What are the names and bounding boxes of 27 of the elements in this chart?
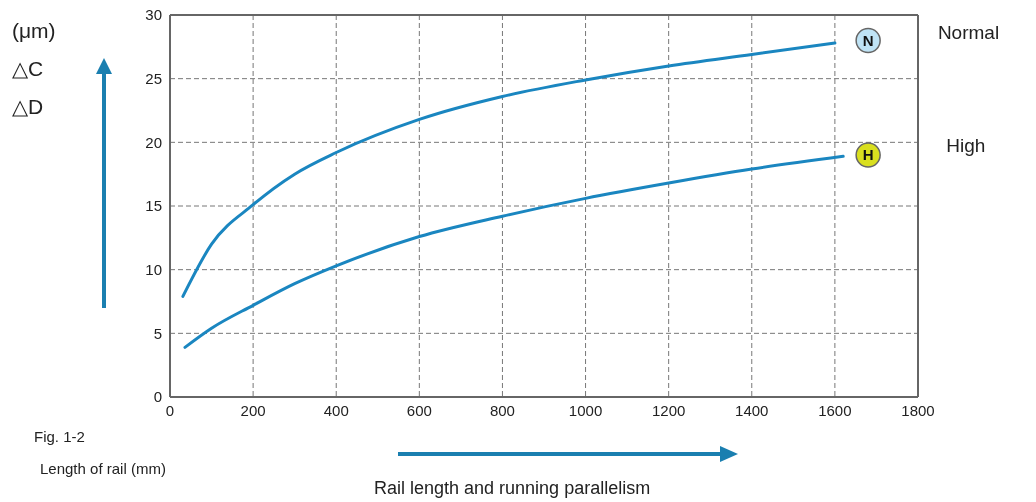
x-tick-label: 800	[489, 401, 515, 419]
y-tick-label: 20	[145, 133, 162, 151]
y-tick-label: 15	[145, 197, 162, 215]
x-tick-label: 600	[406, 401, 432, 419]
x-tick-label: 1400	[735, 401, 769, 419]
y-tick-label: 0	[153, 388, 162, 406]
annotation: N	[862, 31, 874, 49]
text: High	[946, 135, 986, 157]
annotation: H	[862, 146, 874, 164]
y-tick-label: 30	[145, 6, 162, 24]
caption: Fig. 1-2	[34, 428, 85, 445]
x-tick-label: 1200	[651, 401, 686, 419]
text: Normal	[937, 22, 1000, 44]
line-series	[181, 41, 837, 298]
x-tick-label: 1600	[818, 401, 852, 419]
x-tick-label: 200	[240, 401, 266, 419]
y-axis-title: (μm) △C △D	[12, 18, 56, 120]
y-tick-label: 5	[153, 324, 162, 342]
line-series	[183, 154, 845, 349]
y-tick-label: 25	[145, 69, 162, 87]
x-tick-label: 1000	[568, 401, 603, 419]
text: Rail length and running parallelism	[374, 478, 651, 499]
x-axis-title: Length of rail (mm)	[40, 460, 166, 477]
x-tick-label: 1800	[901, 401, 935, 419]
y-tick-label: 10	[145, 260, 162, 278]
x-tick-label: 400	[323, 401, 349, 419]
x-tick-label: 0	[165, 401, 175, 419]
